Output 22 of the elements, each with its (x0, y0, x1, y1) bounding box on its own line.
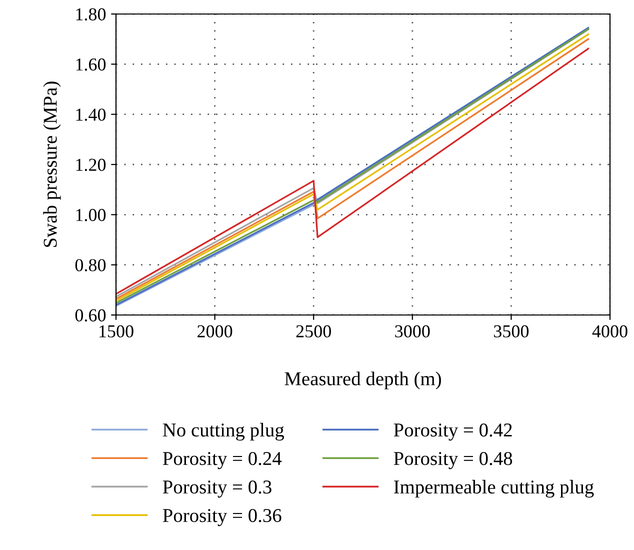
y-tick-label: 0.60 (75, 309, 106, 322)
legend-label: Porosity = 0.3 (162, 480, 272, 498)
x-tick-label: 4000 (592, 325, 628, 338)
y-tick-label: 1.80 (76, 8, 106, 21)
y-tick-label: 0.80 (75, 259, 106, 272)
legend-label: Porosity = 0.36 (162, 508, 282, 526)
legend-label: Porosity = 0.48 (394, 452, 512, 470)
legend-label: Porosity = 0.24 (162, 452, 282, 470)
x-tick-label: 3000 (395, 325, 430, 338)
legend-label: Impermeable cutting plug (394, 480, 594, 498)
x-tick-label: 1500 (100, 325, 134, 338)
y-tick-label: 1.20 (76, 158, 106, 172)
x-tick-label: 2500 (296, 325, 331, 338)
legend-label: Porosity = 0.42 (394, 423, 512, 441)
y-tick-label: 1.60 (76, 58, 106, 71)
y-axis-title: Swab pressure (MPa) (43, 82, 61, 247)
x-tick-label: 2000 (198, 325, 232, 338)
x-axis-title: Measured depth (m) (284, 372, 441, 390)
y-tick-label: 1.40 (76, 108, 106, 121)
y-tick-label: 1.00 (76, 208, 106, 222)
x-tick-label: 3500 (494, 325, 529, 338)
legend-label: No cutting plug (162, 422, 284, 441)
